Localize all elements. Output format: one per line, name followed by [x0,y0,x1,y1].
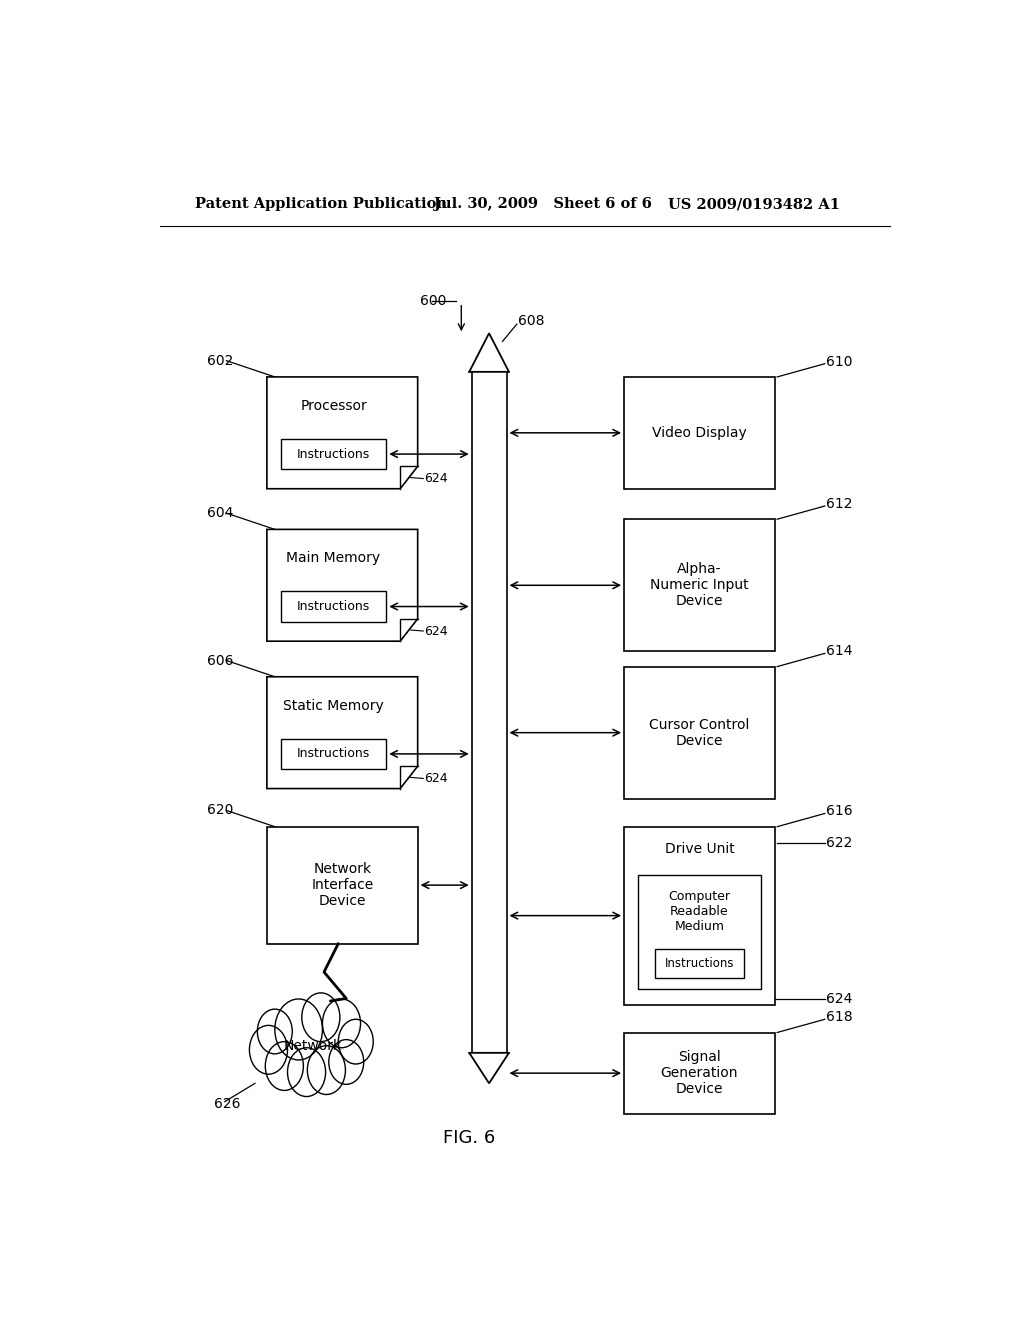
Bar [281,440,386,469]
Text: Main Memory: Main Memory [287,552,381,565]
Text: FIG. 6: FIG. 6 [443,1129,496,1147]
Text: 624: 624 [424,772,447,785]
Polygon shape [469,333,509,372]
Bar [281,591,386,622]
Circle shape [338,1019,373,1064]
Bar [624,1032,775,1114]
Text: Instructions: Instructions [297,601,370,612]
Text: 624: 624 [826,991,853,1006]
Text: Instructions: Instructions [665,957,734,970]
Text: Drive Unit: Drive Unit [665,842,734,857]
Text: Patent Application Publication: Patent Application Publication [196,197,447,211]
Text: Instructions: Instructions [297,747,370,760]
Circle shape [250,1026,288,1074]
Text: 604: 604 [207,506,233,520]
Text: 624: 624 [424,473,447,484]
Polygon shape [267,677,418,788]
Text: 614: 614 [826,644,853,659]
Bar [281,739,386,770]
Text: Cursor Control
Device: Cursor Control Device [649,718,750,747]
Bar [267,826,418,944]
Text: 624: 624 [424,624,447,638]
Bar [624,378,775,488]
Circle shape [288,1048,326,1097]
Circle shape [274,999,323,1060]
Text: 606: 606 [207,653,233,668]
Polygon shape [267,378,418,488]
Text: Network: Network [284,1039,342,1053]
Bar [624,667,775,799]
Text: 616: 616 [826,804,853,818]
Text: Signal
Generation
Device: Signal Generation Device [660,1049,738,1097]
Text: Network
Interface
Device: Network Interface Device [311,862,374,908]
Text: Static Memory: Static Memory [284,698,384,713]
Circle shape [265,1041,303,1090]
Text: 626: 626 [214,1097,241,1110]
Text: Processor: Processor [300,399,367,413]
Circle shape [323,999,360,1048]
Polygon shape [255,1018,370,1057]
Text: 608: 608 [518,314,545,329]
Text: 618: 618 [826,1010,853,1024]
Text: Instructions: Instructions [297,447,370,461]
Circle shape [307,1045,345,1094]
Text: 610: 610 [826,355,853,368]
Polygon shape [267,529,418,642]
Text: 612: 612 [826,496,853,511]
Bar [624,519,775,651]
Circle shape [257,1008,292,1053]
Circle shape [329,1040,364,1084]
Text: Video Display: Video Display [652,426,746,440]
Bar [638,875,761,989]
Text: 600: 600 [420,293,446,308]
Text: 620: 620 [207,804,233,817]
Text: US 2009/0193482 A1: US 2009/0193482 A1 [668,197,840,211]
Circle shape [302,993,340,1041]
Bar [624,826,775,1005]
Text: Jul. 30, 2009   Sheet 6 of 6: Jul. 30, 2009 Sheet 6 of 6 [433,197,651,211]
Text: Computer
Readable
Medium: Computer Readable Medium [669,890,730,933]
Text: 602: 602 [207,354,233,368]
Text: Alpha-
Numeric Input
Device: Alpha- Numeric Input Device [650,562,749,609]
Bar [655,949,743,978]
Text: 622: 622 [826,836,853,850]
Polygon shape [469,1053,509,1084]
